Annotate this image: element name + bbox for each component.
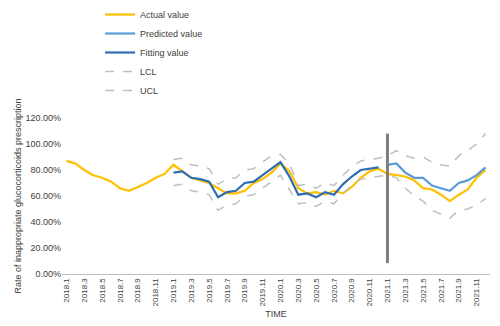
svg-text:2020.5: 2020.5 [312, 278, 321, 303]
svg-text:2018.3: 2018.3 [80, 278, 89, 303]
svg-text:60.00%: 60.00% [30, 191, 61, 201]
svg-text:2019.7: 2019.7 [223, 278, 232, 303]
svg-text:0.00%: 0.00% [35, 269, 61, 279]
svg-text:2019.3: 2019.3 [187, 278, 196, 303]
svg-text:2021.11: 2021.11 [472, 278, 481, 307]
svg-text:2020.1: 2020.1 [276, 278, 285, 303]
svg-text:2021.7: 2021.7 [437, 278, 446, 303]
svg-text:TIME: TIME [265, 309, 287, 319]
svg-text:2021.3: 2021.3 [401, 278, 410, 303]
svg-text:120.00%: 120.00% [25, 113, 61, 123]
svg-text:Actual value: Actual value [140, 10, 189, 20]
svg-text:2018.11: 2018.11 [151, 278, 160, 307]
svg-text:40.00%: 40.00% [30, 217, 61, 227]
svg-text:UCL: UCL [140, 86, 158, 96]
svg-text:2020.11: 2020.11 [365, 278, 374, 307]
svg-text:2019.1: 2019.1 [169, 278, 178, 303]
svg-text:2020.3: 2020.3 [294, 278, 303, 303]
svg-text:Fitting value: Fitting value [140, 48, 189, 58]
svg-text:2020.7: 2020.7 [330, 278, 339, 303]
svg-text:Rate of inappropriate glucocor: Rate of inappropriate glucocorticoids pr… [13, 98, 23, 293]
svg-text:2019.5: 2019.5 [205, 278, 214, 303]
svg-text:2020.9: 2020.9 [347, 278, 356, 303]
svg-text:2021.9: 2021.9 [454, 278, 463, 303]
svg-text:2018.5: 2018.5 [98, 278, 107, 303]
svg-text:20.00%: 20.00% [30, 243, 61, 253]
svg-text:2021.5: 2021.5 [419, 278, 428, 303]
svg-text:2019.9: 2019.9 [240, 278, 249, 303]
svg-text:2021.1: 2021.1 [383, 278, 392, 303]
svg-text:LCL: LCL [140, 67, 157, 77]
svg-text:Predicted value: Predicted value [140, 29, 202, 39]
svg-text:2018.9: 2018.9 [133, 278, 142, 303]
svg-text:2018.1: 2018.1 [62, 278, 71, 303]
svg-text:100.00%: 100.00% [25, 139, 61, 149]
svg-text:2019.11: 2019.11 [258, 278, 267, 307]
svg-text:2018.7: 2018.7 [116, 278, 125, 303]
svg-text:80.00%: 80.00% [30, 165, 61, 175]
